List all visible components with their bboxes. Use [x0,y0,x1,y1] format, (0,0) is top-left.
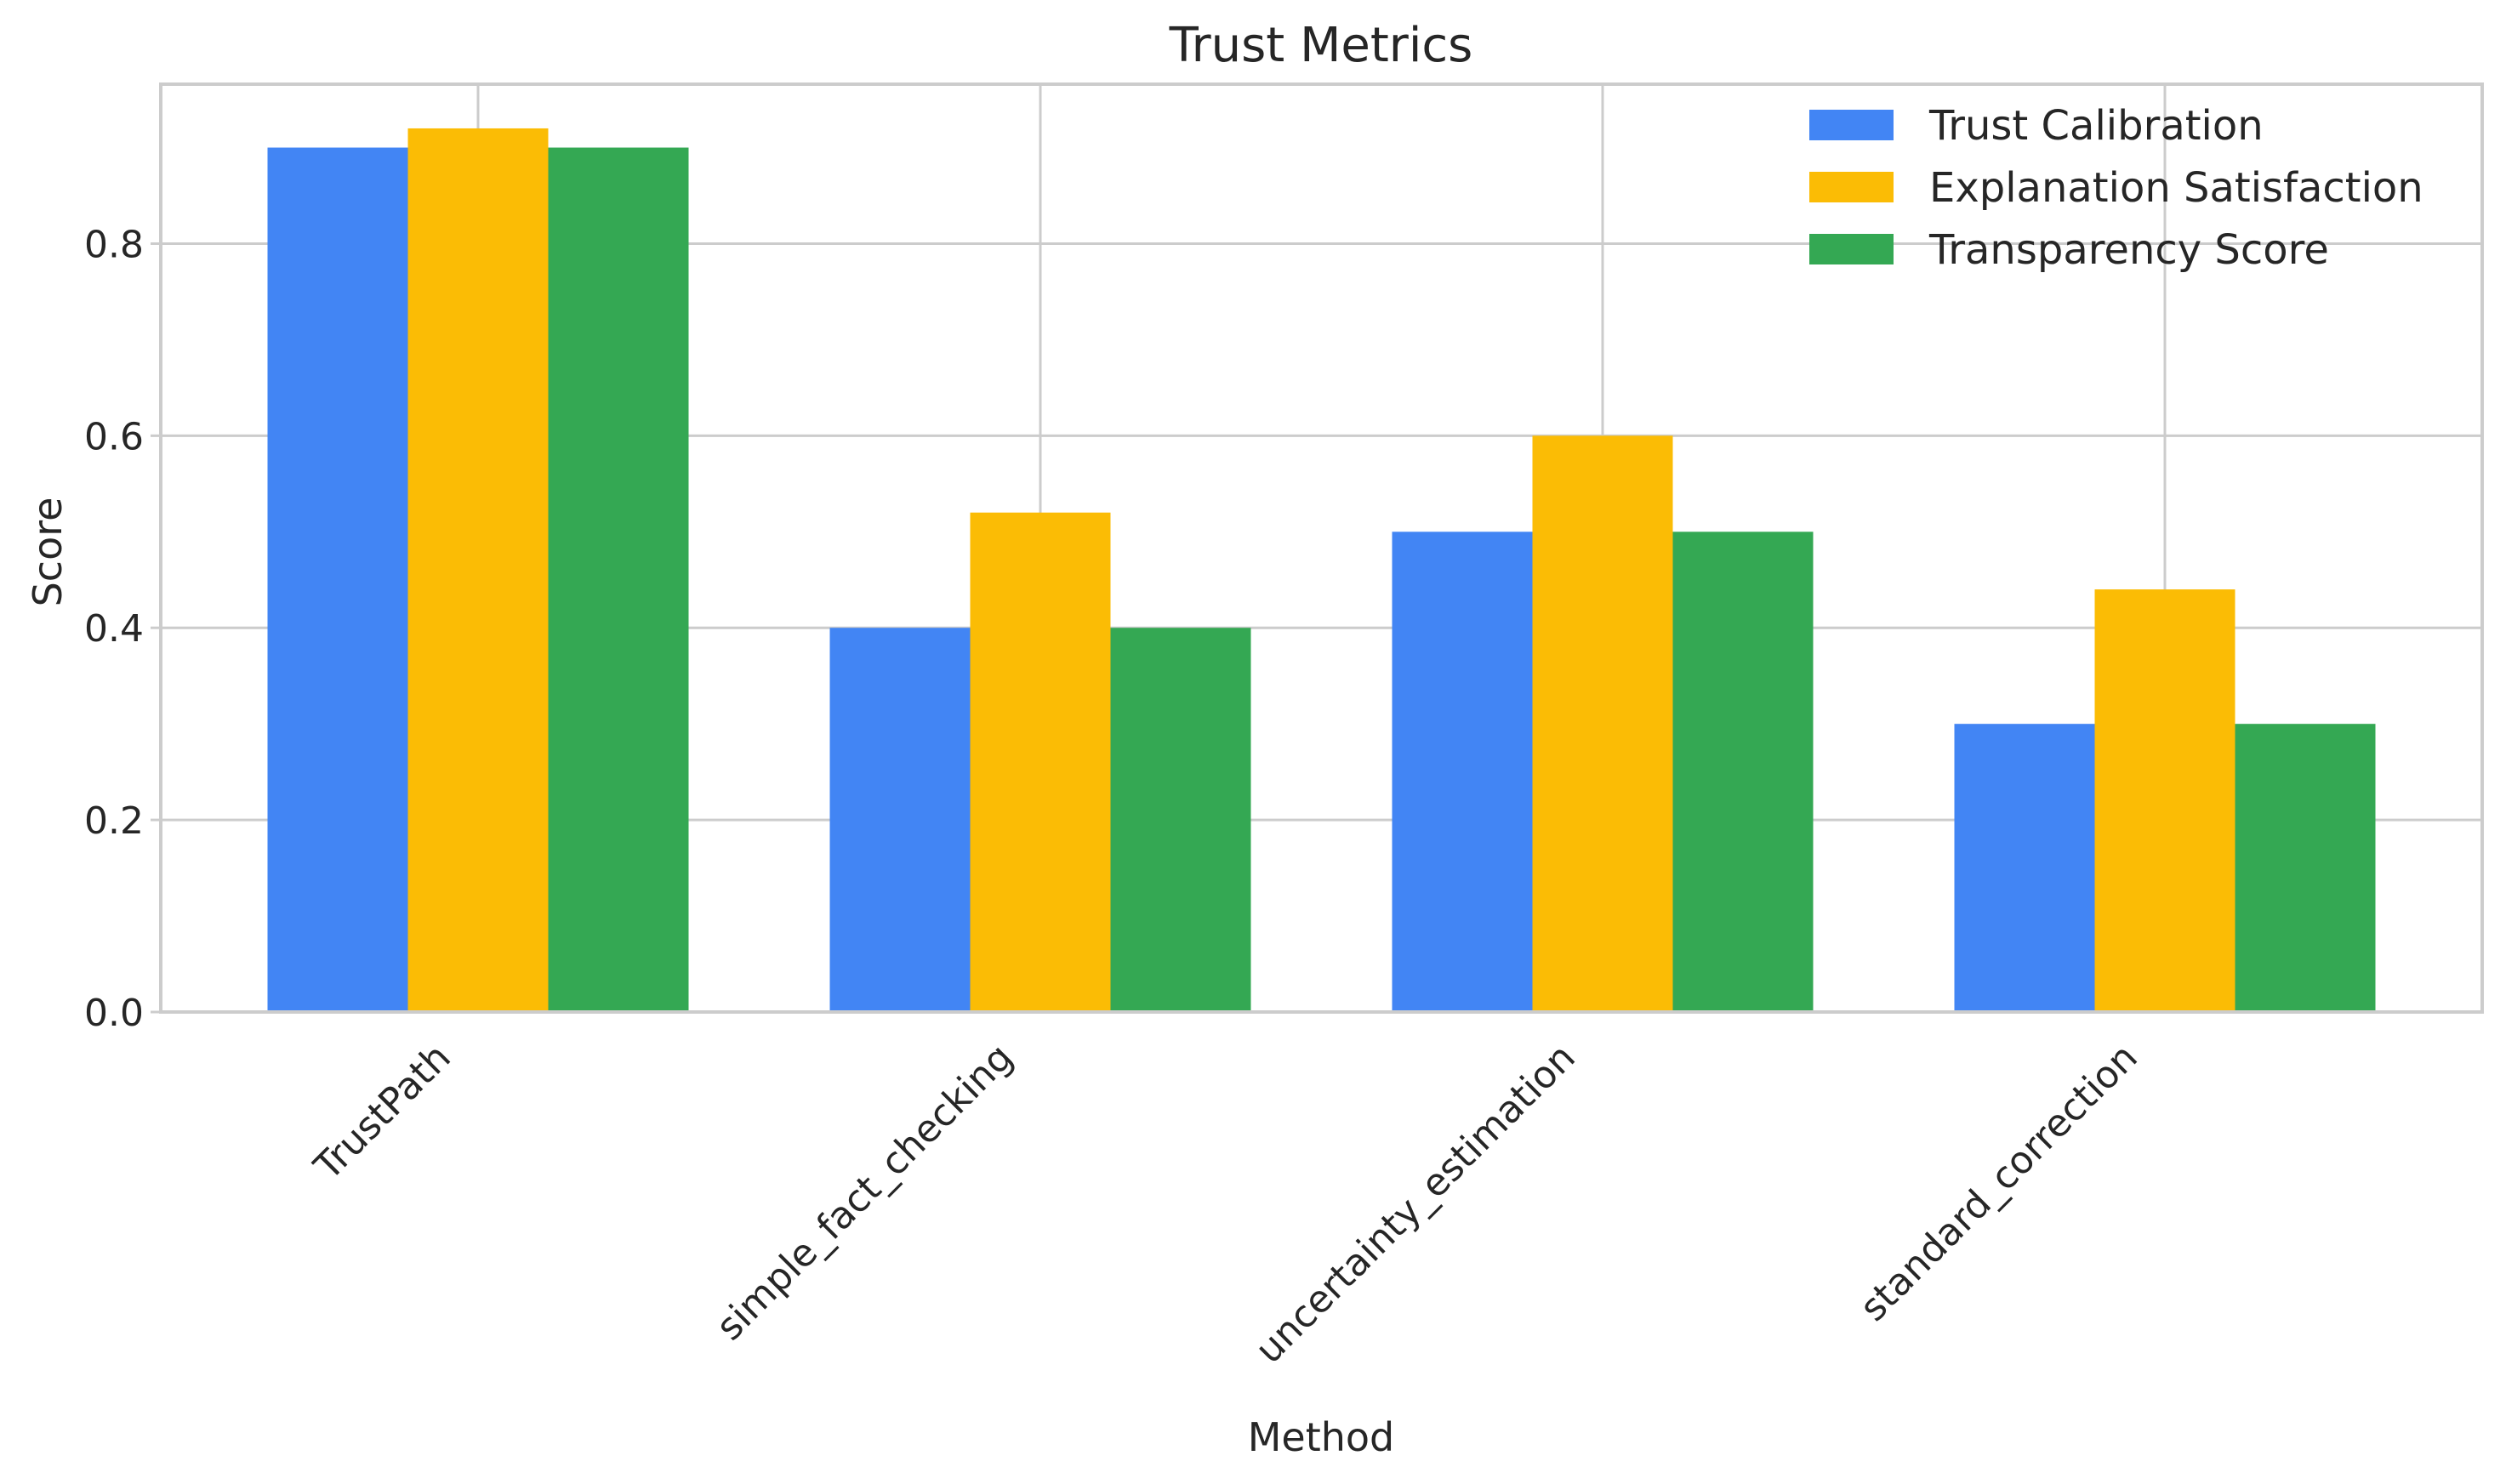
bar-trust-calibration-standard-correction [1954,724,2095,1012]
bar-trust-calibration-uncertainty-estimation [1392,532,1533,1012]
y-tick-label: 0.0 [84,992,144,1035]
bar-explanation-satisfaction-standard-correction [2094,589,2235,1012]
legend-label: Trust Calibration [1928,102,2264,150]
y-tick-label: 0.6 [84,415,144,458]
bar-explanation-satisfaction-uncertainty-estimation [1532,435,1673,1012]
bar-transparency-score-simple-fact-checking [1110,628,1251,1012]
legend-swatch [1809,110,1894,140]
y-axis-ticks: 0.0 0.2 0.4 0.6 0.8 [84,223,161,1035]
bar-transparency-score-trustpath [548,147,689,1012]
y-tick-label: 0.8 [84,223,144,266]
legend-label: Explanation Satisfaction [1929,164,2423,212]
bar-trust-calibration-trustpath [267,147,408,1012]
y-tick-label: 0.4 [84,607,144,651]
x-axis-label: Method [1248,1414,1395,1460]
legend-swatch [1809,234,1894,264]
y-axis-label: Score [25,498,71,607]
y-tick-label: 0.2 [84,799,144,843]
bar-explanation-satisfaction-simple-fact-checking [970,512,1111,1012]
legend-label: Transparency Score [1928,226,2329,274]
bars-layer [267,128,2376,1012]
legend-swatch [1809,172,1894,202]
bar-transparency-score-standard-correction [2235,724,2376,1012]
chart-title: Trust Metrics [1169,18,1473,73]
bar-transparency-score-uncertainty-estimation [1672,532,1814,1012]
legend: Trust Calibration Explanation Satisfactio… [1809,102,2423,274]
bar-trust-calibration-simple-fact-checking [829,628,971,1012]
bar-explanation-satisfaction-trustpath [407,128,549,1012]
plot-frame [159,82,2484,1014]
